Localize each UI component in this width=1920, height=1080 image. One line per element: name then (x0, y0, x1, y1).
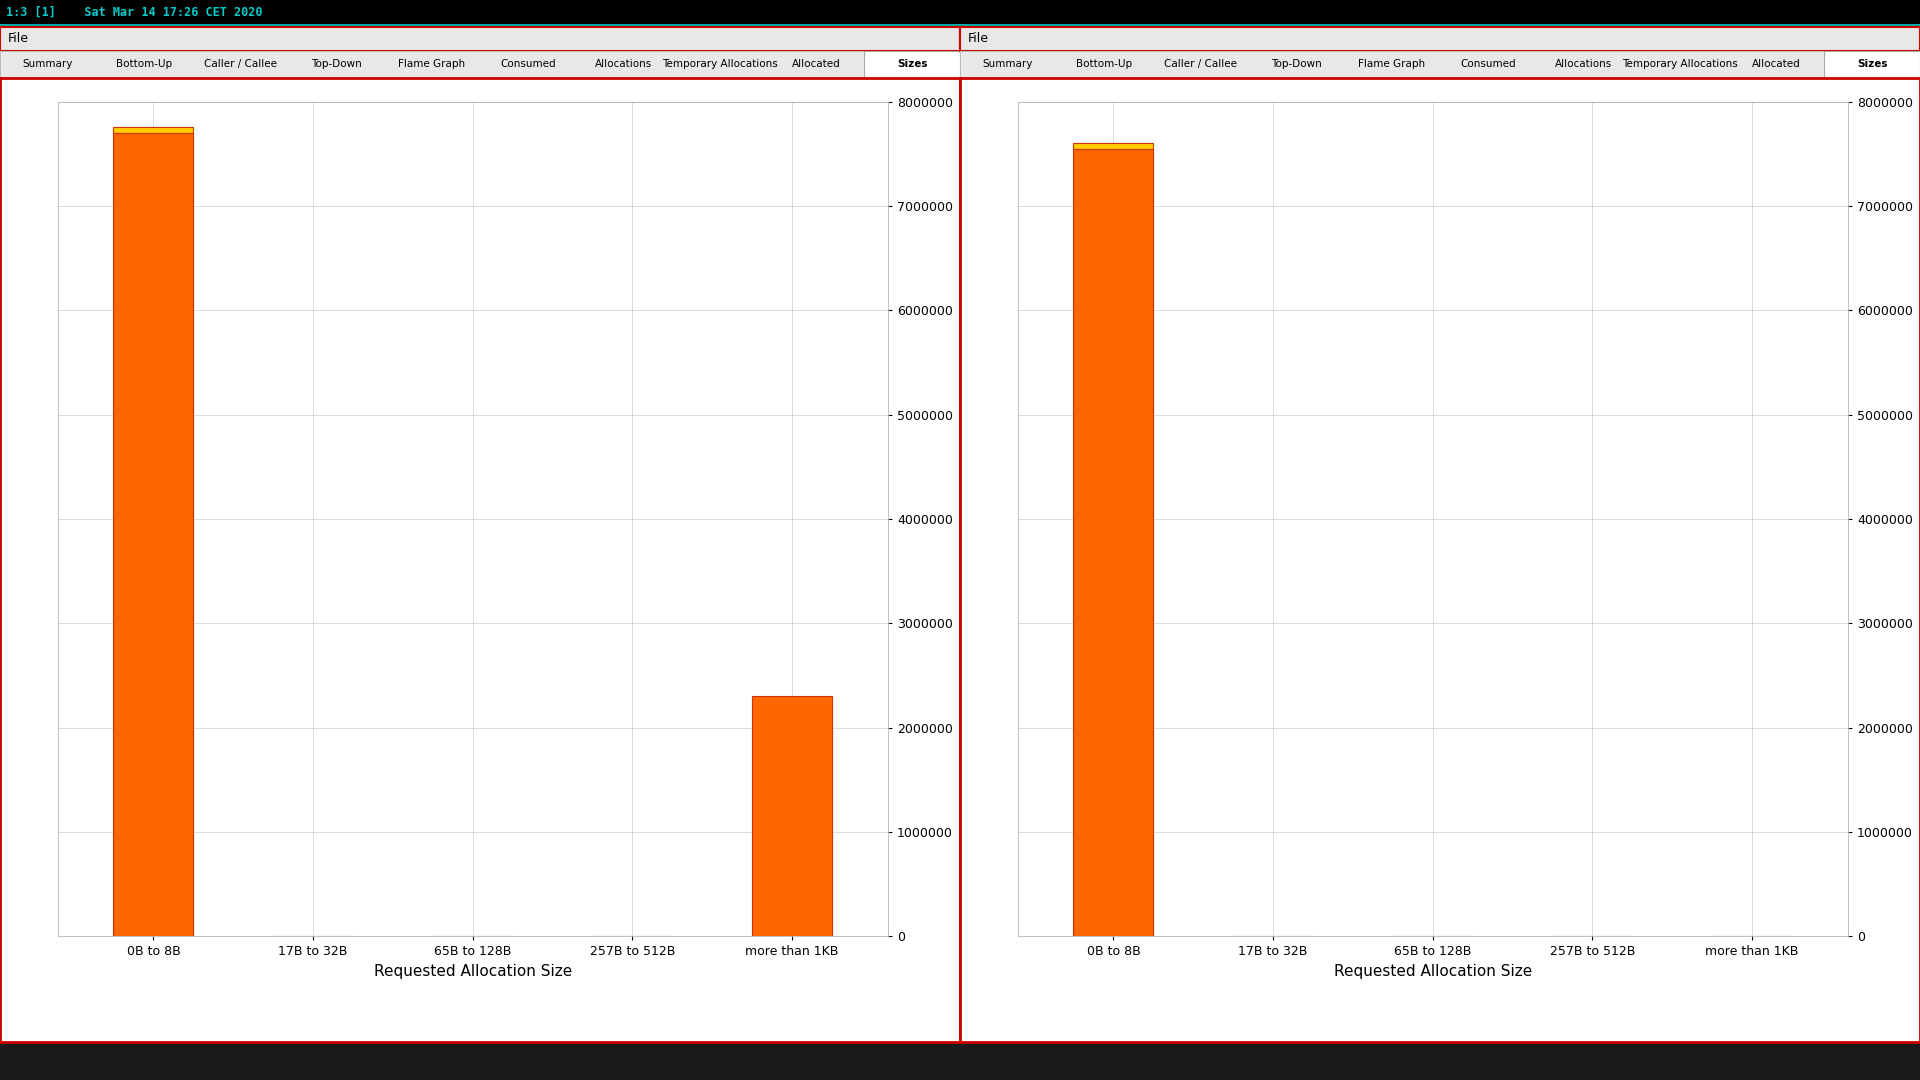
Text: Caller / Callee: Caller / Callee (1164, 59, 1236, 69)
Text: Top-Down: Top-Down (1271, 59, 1321, 69)
Text: Bottom-Up: Bottom-Up (115, 59, 173, 69)
Text: Sizes: Sizes (897, 59, 927, 69)
Text: 1:3 [1]    Sat Mar 14 17:26 CET 2020: 1:3 [1] Sat Mar 14 17:26 CET 2020 (6, 5, 263, 18)
Text: Allocations: Allocations (595, 59, 653, 69)
X-axis label: Requested Allocation Size: Requested Allocation Size (1334, 963, 1532, 978)
Text: Allocated: Allocated (791, 59, 841, 69)
Text: Allocated: Allocated (1751, 59, 1801, 69)
Text: Summary: Summary (983, 59, 1033, 69)
Bar (1824, 51, 1920, 78)
Text: File: File (8, 32, 29, 45)
Text: Flame Graph: Flame Graph (399, 59, 465, 69)
Text: Allocations: Allocations (1555, 59, 1613, 69)
Text: Consumed: Consumed (501, 59, 555, 69)
Text: File: File (968, 32, 989, 45)
Text: Consumed: Consumed (1461, 59, 1515, 69)
Bar (864, 51, 960, 78)
Text: Sizes: Sizes (1857, 59, 1887, 69)
Bar (1073, 149, 1154, 936)
Text: Temporary Allocations: Temporary Allocations (1622, 59, 1738, 69)
Text: Flame Graph: Flame Graph (1359, 59, 1425, 69)
Text: Top-Down: Top-Down (311, 59, 361, 69)
Bar (1073, 143, 1154, 149)
Bar (113, 126, 194, 133)
Bar (753, 697, 831, 936)
X-axis label: Requested Allocation Size: Requested Allocation Size (374, 963, 572, 978)
Y-axis label: Number of Allocations: Number of Allocations (964, 434, 977, 604)
Bar (113, 133, 194, 936)
Text: Temporary Allocations: Temporary Allocations (662, 59, 778, 69)
Text: Summary: Summary (23, 59, 73, 69)
Text: Caller / Callee: Caller / Callee (204, 59, 276, 69)
Text: Bottom-Up: Bottom-Up (1075, 59, 1133, 69)
